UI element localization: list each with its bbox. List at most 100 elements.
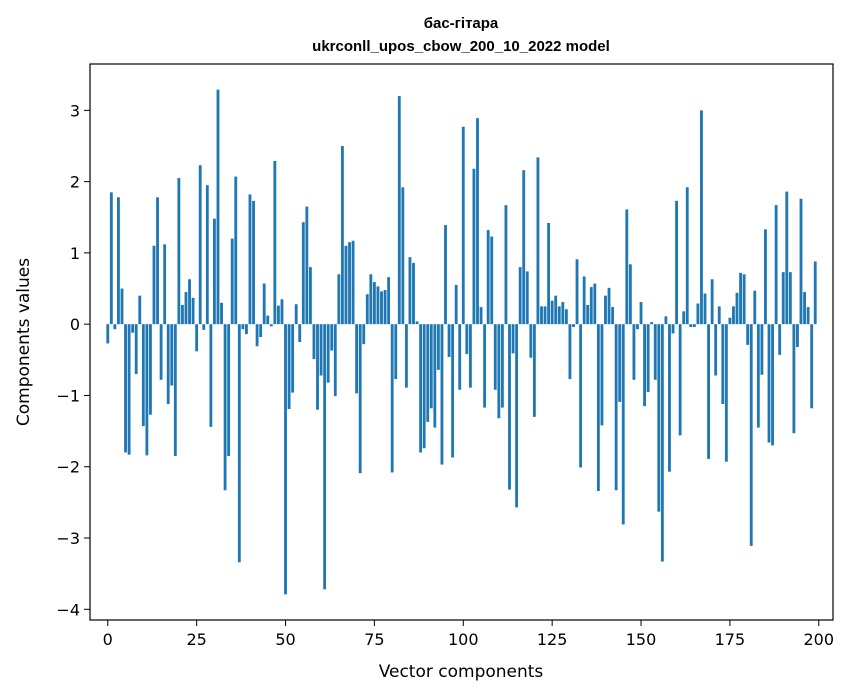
bar-component-66 — [340, 145, 344, 325]
bar-component-0 — [106, 324, 110, 344]
bar-component-137 — [593, 283, 597, 325]
bar-component-165 — [692, 324, 696, 328]
bar-component-157 — [664, 316, 668, 325]
bar-component-126 — [554, 295, 558, 325]
bar-component-78 — [383, 289, 387, 325]
x-axis-ticks: 0 25 50 75 100 125 150 175 200 — [103, 620, 834, 649]
y-axis-ticks: −4 −3 −2 −1 0 1 2 3 — [56, 101, 90, 619]
bar-component-29 — [209, 324, 213, 427]
bar-component-116 — [518, 267, 522, 325]
bar-component-18 — [170, 324, 174, 386]
bar-component-2 — [113, 324, 117, 330]
bar-component-97 — [451, 324, 455, 458]
bar-component-198 — [810, 324, 814, 409]
bar-component-34 — [227, 324, 231, 457]
bar-component-136 — [589, 287, 593, 325]
bar-component-172 — [717, 306, 721, 325]
bar-component-118 — [525, 271, 529, 325]
bar-component-140 — [604, 295, 607, 325]
bar-component-23 — [188, 279, 191, 325]
bar-component-131 — [572, 324, 575, 328]
bar-component-89 — [422, 324, 426, 449]
bar-component-164 — [689, 324, 693, 328]
bar-component-147 — [628, 264, 632, 325]
bar-component-70 — [355, 324, 359, 394]
bar-component-38 — [241, 324, 245, 330]
bar-component-150 — [639, 302, 643, 325]
chart-title: бас-гітара — [424, 15, 499, 32]
bar-component-153 — [650, 322, 654, 325]
bar-component-25 — [195, 324, 199, 352]
bar-component-121 — [536, 157, 540, 325]
bar-component-114 — [511, 324, 515, 354]
bar-component-167 — [700, 110, 703, 325]
bar-component-95 — [444, 225, 447, 325]
bar-component-193 — [792, 324, 796, 434]
bar-component-105 — [479, 307, 483, 325]
bar-component-28 — [205, 185, 209, 325]
bar-component-27 — [202, 324, 206, 330]
bar-component-162 — [682, 311, 686, 325]
bar-component-31 — [216, 89, 220, 325]
bar-component-82 — [397, 96, 401, 325]
bar-component-106 — [483, 324, 487, 408]
bar-component-142 — [611, 307, 615, 325]
bar-component-123 — [543, 306, 547, 325]
bar-component-76 — [376, 286, 380, 325]
bar-component-43 — [259, 324, 263, 338]
bar-component-109 — [493, 324, 497, 390]
bar-component-26 — [198, 165, 202, 325]
bar-component-186 — [767, 324, 771, 443]
bar-component-177 — [735, 292, 739, 325]
x-tick-label: 25 — [186, 630, 206, 649]
bar-component-174 — [724, 324, 728, 462]
bar-component-145 — [621, 324, 625, 525]
bar-component-19 — [173, 324, 177, 457]
y-tick-label: 1 — [70, 244, 80, 263]
bar-component-134 — [582, 276, 586, 325]
bar-component-79 — [387, 277, 391, 325]
bar-component-65 — [337, 274, 341, 325]
bar-component-84 — [404, 324, 408, 388]
y-tick-label: −1 — [56, 386, 80, 405]
bar-component-127 — [557, 306, 561, 325]
bar-component-85 — [408, 257, 412, 325]
bar-component-107 — [486, 230, 490, 325]
bar-component-128 — [561, 302, 565, 325]
bar-component-42 — [255, 324, 259, 347]
bar-component-96 — [447, 324, 451, 357]
bar-component-59 — [316, 324, 319, 410]
bar-component-171 — [714, 324, 718, 376]
bar-component-67 — [344, 245, 348, 325]
bar-component-102 — [468, 324, 472, 388]
bar-component-170 — [710, 279, 714, 325]
bar-component-40 — [248, 194, 252, 325]
bar-component-188 — [774, 205, 778, 325]
bar-component-92 — [433, 324, 437, 428]
bar-component-191 — [785, 191, 789, 325]
plot-frame — [89, 63, 834, 621]
y-tick-label: 2 — [70, 173, 80, 192]
bar-component-117 — [522, 170, 526, 325]
bar-component-7 — [131, 324, 135, 333]
bar-component-190 — [781, 272, 785, 325]
bar-component-94 — [440, 324, 444, 465]
bar-component-178 — [739, 272, 742, 325]
bar-component-48 — [276, 305, 280, 325]
bar-component-57 — [308, 267, 312, 325]
bar-component-154 — [653, 324, 657, 380]
bar-component-160 — [675, 200, 678, 325]
y-tick-label: 0 — [70, 315, 80, 334]
bar-component-184 — [760, 324, 764, 375]
bar-component-45 — [266, 315, 270, 325]
bar-component-124 — [547, 222, 551, 325]
bar-component-87 — [415, 321, 419, 325]
bar-component-195 — [799, 198, 803, 325]
bar-component-83 — [401, 187, 405, 325]
bar-component-52 — [291, 324, 295, 393]
bar-component-135 — [586, 304, 590, 325]
bar-component-125 — [550, 300, 554, 325]
bar-component-189 — [778, 324, 782, 355]
bar-component-32 — [220, 302, 223, 325]
bar-component-11 — [145, 324, 149, 456]
